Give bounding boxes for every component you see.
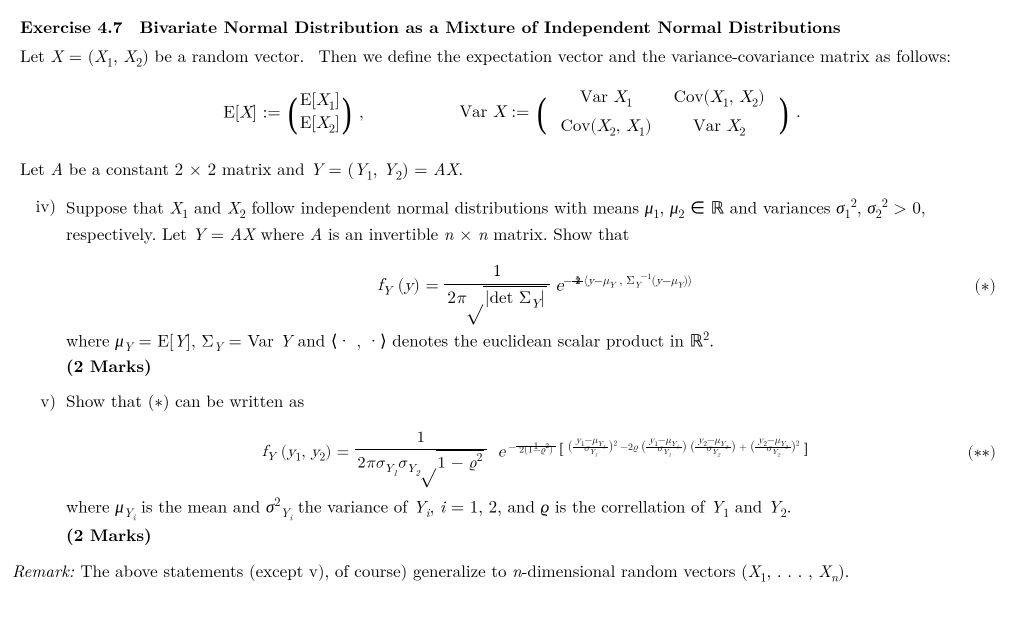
item-v-label: v) [20,389,66,547]
remark: Remark: The above statements (except v),… [12,559,1004,586]
definition-equation: E[X] := ( E[X1] E[X2] ) , Var X := ( Var… [20,84,1004,143]
intro-text-1: Let X = (X1, X2) be a random vector. The… [20,43,951,67]
item-iv-label: iv) [20,194,66,379]
equation-dstar-tag: (∗∗) [968,442,996,464]
equation-dstar: fY (y1, y2) = 1 2πσY1σY2√1 − ϱ2 e −12(1−… [66,427,1004,479]
item-iv-text: Suppose that X1 and X2 follow independen… [66,194,1004,246]
item-iv-marks: (2 Marks) [66,355,1004,379]
equation-star: fY (y) = 1 2π√|det ΣY| e−12⟨y−μY , ΣY−1(… [66,260,1004,313]
exercise-title: Exercise 4.7 Bivariate Normal Distributi… [20,16,1004,40]
equation-star-tag: (∗) [974,275,996,299]
item-v-where: where μYi is the mean and σ2Yi the varia… [66,493,1004,524]
item-iv: iv) Suppose that X1 and X2 follow indepe… [20,194,1004,379]
intro-paragraph: Let X = (X1, X2) be a random vector. The… [20,44,1004,71]
item-v-text: Show that (∗) can be written as [66,389,1004,413]
item-v-marks: (2 Marks) [66,524,1004,548]
item-iv-where: where μY = E[Y], ΣY = Var Y and ⟨· , ·⟩ … [66,327,1004,355]
let-A-paragraph: Let A be a constant 2 × 2 matrix and Y =… [20,157,1004,184]
item-v: v) Show that (∗) can be written as fY (y… [20,389,1004,547]
